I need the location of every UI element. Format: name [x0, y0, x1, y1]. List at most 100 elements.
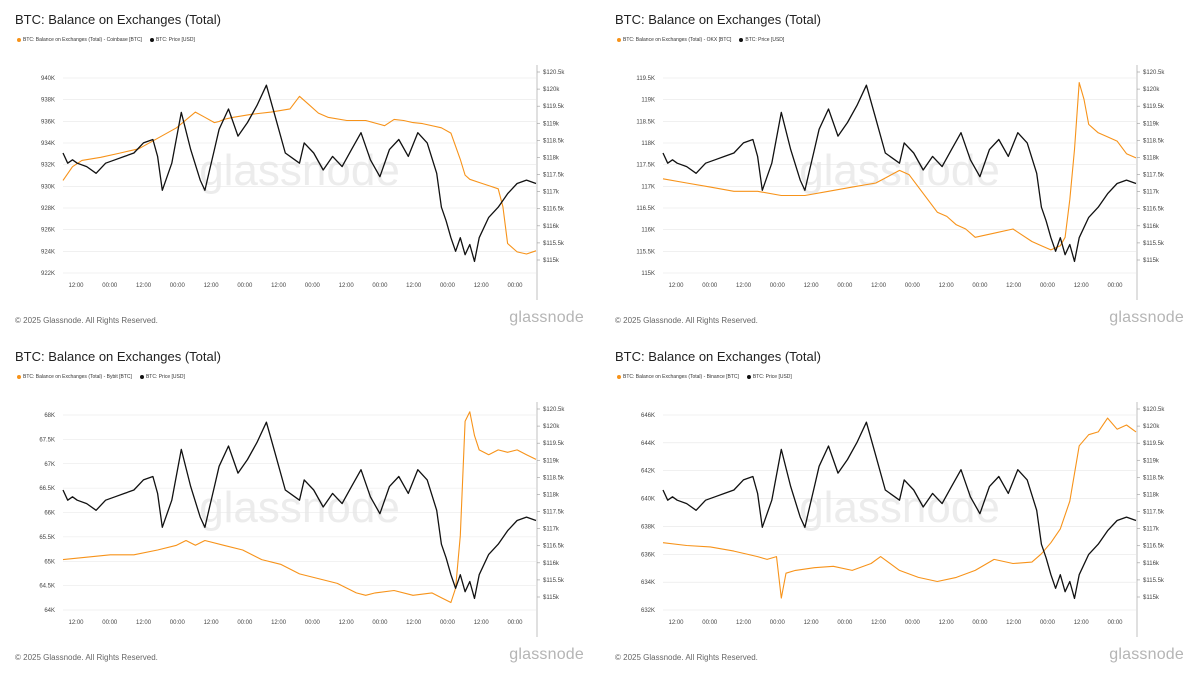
left-tick-label: 119.5K	[636, 76, 655, 82]
right-tick-label: $117k	[543, 527, 560, 533]
right-tick-label: $115.5k	[1143, 241, 1165, 247]
right-tick-label: $117k	[1143, 190, 1160, 196]
left-tick-label: 118K	[641, 141, 655, 147]
legend-label: BTC: Price [USD]	[145, 374, 185, 380]
x-tick-label: 12:00	[871, 620, 887, 626]
x-tick-label: 12:00	[804, 620, 820, 626]
right-tick-label: $119k	[543, 121, 560, 127]
balance-series-line	[62, 411, 537, 604]
legend[interactable]: BTC: Balance on Exchanges (Total) - Bina…	[617, 374, 792, 380]
x-tick-label: 00:00	[237, 283, 253, 289]
x-tick-label: 12:00	[271, 620, 287, 626]
legend-label: BTC: Price [USD]	[745, 37, 785, 43]
right-tick-label: $120.5k	[543, 70, 565, 76]
left-tick-label: 67K	[44, 462, 55, 468]
left-tick-label: 67.5K	[39, 437, 55, 443]
right-tick-label: $117.5k	[1143, 173, 1165, 179]
x-tick-label: 00:00	[170, 283, 186, 289]
x-tick-label: 12:00	[804, 283, 820, 289]
chart-panel: glassnode 940K 938K 936K 934K 932K 930K 928K 926…	[0, 0, 600, 337]
x-tick-label: 00:00	[507, 283, 523, 289]
legend-item[interactable]: BTC: Balance on Exchanges (Total) - Coin…	[17, 37, 142, 43]
right-tick-label: $116k	[543, 224, 560, 230]
left-tick-label: 938K	[41, 98, 55, 104]
right-tick-label: $120k	[543, 424, 560, 430]
left-tick-label: 64.5K	[39, 584, 55, 590]
right-tick-label: $120.5k	[543, 407, 565, 413]
left-tick-label: 636K	[641, 552, 655, 558]
left-tick-label: 115K	[641, 271, 655, 277]
left-tick-label: 932K	[41, 163, 55, 169]
legend-item[interactable]: BTC: Price [USD]	[739, 37, 784, 43]
x-tick-label: 12:00	[136, 283, 152, 289]
x-tick-label: 12:00	[871, 283, 887, 289]
watermark: glassnode	[799, 483, 1000, 532]
chart-title: BTC: Balance on Exchanges (Total)	[15, 349, 221, 364]
legend-item[interactable]: BTC: Price [USD]	[746, 374, 792, 380]
chart-title: BTC: Balance on Exchanges (Total)	[615, 349, 821, 364]
x-tick-label: 00:00	[102, 620, 118, 626]
right-tick-label: $119.5k	[543, 441, 565, 447]
right-tick-label: $115.5k	[1143, 578, 1165, 584]
copyright-text: © 2025 Glassnode. All Rights Reserved.	[615, 653, 758, 662]
x-tick-label: 00:00	[702, 620, 718, 626]
left-tick-label: 922K	[41, 271, 55, 277]
x-tick-label: 00:00	[440, 283, 456, 289]
left-tick-label: 924K	[41, 249, 55, 255]
legend-label: BTC: Price [USD]	[752, 374, 792, 380]
x-tick-label: 00:00	[972, 283, 988, 289]
legend-label: BTC: Price [USD]	[155, 37, 195, 43]
x-tick-label: 12:00	[68, 283, 84, 289]
brand-logo[interactable]: glassnode	[1109, 309, 1184, 326]
legend-item[interactable]: BTC: Balance on Exchanges (Total) - Bina…	[617, 374, 739, 380]
legend[interactable]: BTC: Balance on Exchanges (Total) - OKX …	[617, 37, 784, 43]
legend-item[interactable]: BTC: Balance on Exchanges (Total) - OKX …	[617, 37, 731, 43]
chart-panel: glassnode 119.5K 119K 118.5K 118K 117.5K 117K 1…	[600, 0, 1200, 337]
right-tick-label: $116.5k	[1143, 207, 1165, 213]
brand-logo[interactable]: glassnode	[1109, 646, 1184, 663]
left-tick-label: 640K	[641, 497, 655, 503]
legend-dot-icon	[739, 38, 744, 42]
legend[interactable]: BTC: Balance on Exchanges (Total) - Bybi…	[17, 374, 185, 380]
legend-item[interactable]: BTC: Balance on Exchanges (Total) - Bybi…	[17, 374, 132, 380]
legend-item[interactable]: BTC: Price [USD]	[139, 374, 185, 380]
left-tick-label: 64K	[44, 608, 55, 614]
left-tick-label: 119K	[641, 98, 655, 104]
brand-logo[interactable]: glassnode	[509, 646, 584, 663]
right-tick-label: $118.5k	[1143, 475, 1165, 481]
left-tick-label: 116K	[641, 228, 655, 234]
right-tick-label: $115k	[1143, 595, 1160, 601]
legend-dot-icon	[617, 38, 621, 42]
x-tick-label: 12:00	[339, 620, 355, 626]
x-tick-label: 00:00	[170, 620, 186, 626]
left-tick-label: 642K	[641, 469, 655, 475]
left-tick-label: 634K	[641, 580, 655, 586]
legend[interactable]: BTC: Balance on Exchanges (Total) - Coin…	[17, 37, 195, 43]
copyright-text: © 2025 Glassnode. All Rights Reserved.	[615, 316, 758, 325]
right-tick-label: $116.5k	[543, 544, 565, 550]
right-tick-label: $116k	[1143, 224, 1160, 230]
x-tick-label: 12:00	[1074, 283, 1090, 289]
brand-logo[interactable]: glassnode	[509, 309, 584, 326]
x-tick-label: 00:00	[372, 283, 388, 289]
x-tick-label: 00:00	[102, 283, 118, 289]
left-tick-label: 65.5K	[39, 535, 55, 541]
right-tick-label: $118k	[543, 492, 560, 498]
chart-panel: glassnode 646K 644K 642K 640K 638K 636K 634K 632…	[600, 337, 1200, 674]
x-tick-label: 12:00	[668, 620, 684, 626]
x-tick-label: 12:00	[1006, 620, 1022, 626]
legend-item[interactable]: BTC: Price [USD]	[149, 37, 195, 43]
x-tick-label: 12:00	[406, 283, 422, 289]
legend-dot-icon	[149, 38, 154, 42]
right-tick-label: $115k	[543, 258, 560, 264]
x-tick-label: 00:00	[1107, 620, 1123, 626]
x-tick-label: 00:00	[770, 283, 786, 289]
left-tick-label: 936K	[41, 119, 55, 125]
right-tick-label: $118k	[1143, 155, 1160, 161]
x-tick-label: 12:00	[736, 620, 752, 626]
legend-dot-icon	[139, 375, 144, 379]
right-tick-label: $119.5k	[1143, 104, 1165, 110]
left-tick-label: 66.5K	[39, 486, 55, 492]
left-tick-label: 940K	[41, 76, 55, 82]
chart-panel: glassnode 68K 67.5K 67K 66.5K 66K 65.5K 65K 64.5…	[0, 337, 600, 674]
